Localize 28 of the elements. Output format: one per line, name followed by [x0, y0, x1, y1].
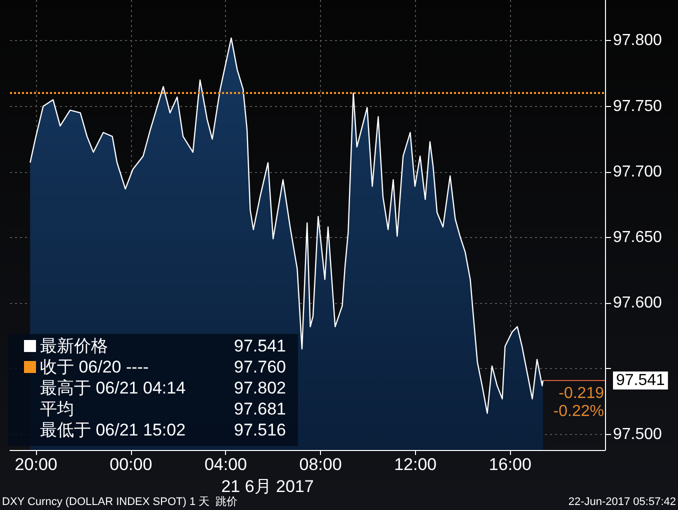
- text: 97.541: [616, 372, 666, 389]
- annotation: 97.516: [234, 420, 286, 440]
- annotation: 最高于 06/21 04:14: [40, 378, 186, 398]
- legend-label: 收于 06/20 ----: [40, 358, 149, 376]
- annotation: -0.22%: [553, 402, 604, 420]
- annotation: 平均: [40, 400, 74, 418]
- y-tick-label: 97.750: [613, 98, 662, 115]
- annotation: 97.681: [234, 400, 286, 418]
- x-tick-label: 12:00: [394, 455, 437, 474]
- annotation: -0.219: [558, 384, 604, 402]
- x-tick-label: 20:00: [14, 455, 58, 474]
- x-tick-label: 00:00: [110, 455, 152, 474]
- annotation: 97.760: [234, 358, 286, 376]
- y-tick-label: 97.600: [613, 294, 662, 312]
- y-tick-label: 97.500: [613, 426, 662, 443]
- y-tick-label: 97.700: [613, 163, 662, 180]
- text: DXY Curncy (DOLLAR INDEX SPOT) 1 天 跳价: [2, 496, 238, 508]
- x-tick-label: 08:00: [299, 455, 342, 474]
- text: 22-Jun-2017 05:57:42: [568, 496, 676, 508]
- legend-label: 最新价格: [40, 336, 108, 356]
- y-tick-label: 97.800: [613, 32, 662, 50]
- annotation: 97.802: [234, 378, 286, 398]
- x-tick-label: 16:00: [488, 455, 532, 474]
- annotation: 最低于 06/21 15:02: [40, 420, 186, 440]
- x-axis-title: 21 6月 2017: [221, 477, 314, 496]
- x-tick-label: 04:00: [204, 455, 247, 474]
- y-tick-label: 97.650: [613, 228, 662, 246]
- annotation: 97.541: [234, 336, 286, 356]
